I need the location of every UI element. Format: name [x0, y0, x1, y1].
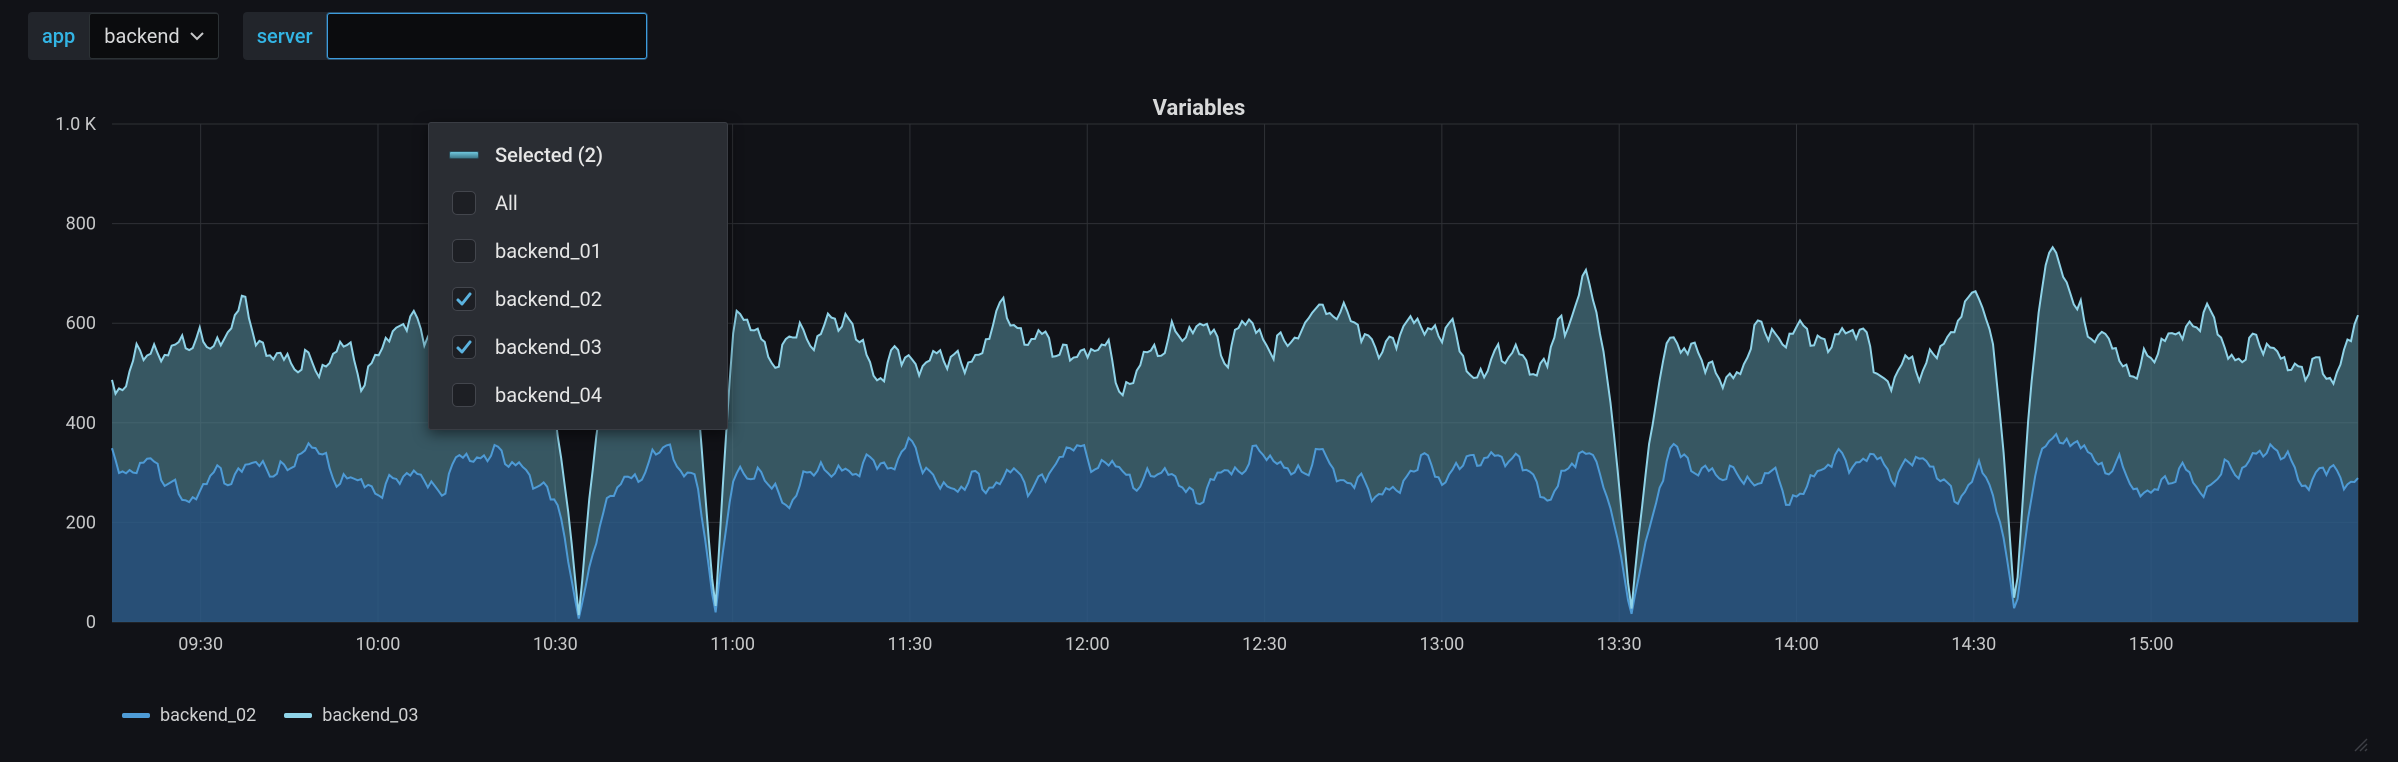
svg-text:12:30: 12:30: [1242, 634, 1287, 655]
chart-legend: backend_02 backend_03: [122, 705, 419, 726]
dropdown-option-label: All: [495, 191, 518, 215]
svg-text:1.0 K: 1.0 K: [55, 114, 96, 135]
svg-text:800: 800: [66, 214, 96, 235]
svg-text:400: 400: [66, 413, 96, 434]
checkbox-icon: [449, 239, 479, 263]
svg-text:11:30: 11:30: [888, 634, 933, 655]
var-app-label: app: [28, 12, 89, 60]
dropdown-option-label: backend_03: [495, 335, 602, 359]
svg-text:14:00: 14:00: [1774, 634, 1819, 655]
var-app-value: backend: [104, 24, 179, 48]
svg-text:13:30: 13:30: [1597, 634, 1642, 655]
checkbox-checked-icon: [449, 335, 479, 359]
svg-text:0: 0: [86, 612, 96, 633]
checkbox-icon: [449, 383, 479, 407]
legend-swatch-icon: [284, 713, 312, 718]
svg-text:10:30: 10:30: [533, 634, 578, 655]
dropdown-option-label: backend_04: [495, 383, 602, 407]
timeseries-chart[interactable]: 0 200 400 600 800 1.0 K 09:30 10:00 10:30 11:00 11…: [28, 78, 2366, 678]
legend-swatch-icon: [122, 713, 150, 718]
svg-text:14:30: 14:30: [1951, 634, 1996, 655]
svg-text:12:00: 12:00: [1065, 634, 1110, 655]
dropdown-option-backend_03[interactable]: backend_03: [429, 323, 727, 371]
svg-text:200: 200: [66, 512, 96, 533]
legend-item-backend_02[interactable]: backend_02: [122, 705, 256, 726]
svg-text:13:00: 13:00: [1419, 634, 1464, 655]
legend-label: backend_02: [160, 705, 256, 726]
chevron-down-icon: [190, 31, 204, 41]
svg-text:15:00: 15:00: [2129, 634, 2174, 655]
variable-toolbar: app backend server: [0, 0, 2398, 72]
var-app-group: app backend: [28, 12, 219, 60]
legend-item-backend_03[interactable]: backend_03: [284, 705, 418, 726]
chart-panel: Variables 02004006008001.0 K09:3010:0010…: [28, 78, 2370, 718]
legend-label: backend_03: [322, 705, 418, 726]
dropdown-selected-summary[interactable]: Selected (2): [429, 131, 727, 179]
svg-text:09:30: 09:30: [178, 634, 223, 655]
dropdown-option-label: backend_02: [495, 287, 602, 311]
var-app-select[interactable]: backend: [89, 13, 218, 59]
var-server-select[interactable]: [327, 13, 647, 59]
dropdown-option-backend_02[interactable]: backend_02: [429, 275, 727, 323]
dropdown-option-backend_04[interactable]: backend_04: [429, 371, 727, 419]
dropdown-option-backend_01[interactable]: backend_01: [429, 227, 727, 275]
resize-handle-icon[interactable]: [2354, 738, 2368, 756]
var-server-label: server: [243, 12, 327, 60]
svg-text:11:00: 11:00: [710, 634, 755, 655]
dropdown-option-label: backend_01: [495, 239, 602, 263]
var-server-group: server: [243, 12, 647, 60]
dropdown-option-all[interactable]: All: [429, 179, 727, 227]
server-dropdown[interactable]: Selected (2) All backend_01 backend_02backe…: [428, 122, 728, 430]
svg-text:600: 600: [66, 313, 96, 334]
selected-swatch-icon: [449, 143, 479, 167]
svg-text:10:00: 10:00: [356, 634, 401, 655]
checkbox-icon: [449, 191, 479, 215]
checkbox-checked-icon: [449, 287, 479, 311]
